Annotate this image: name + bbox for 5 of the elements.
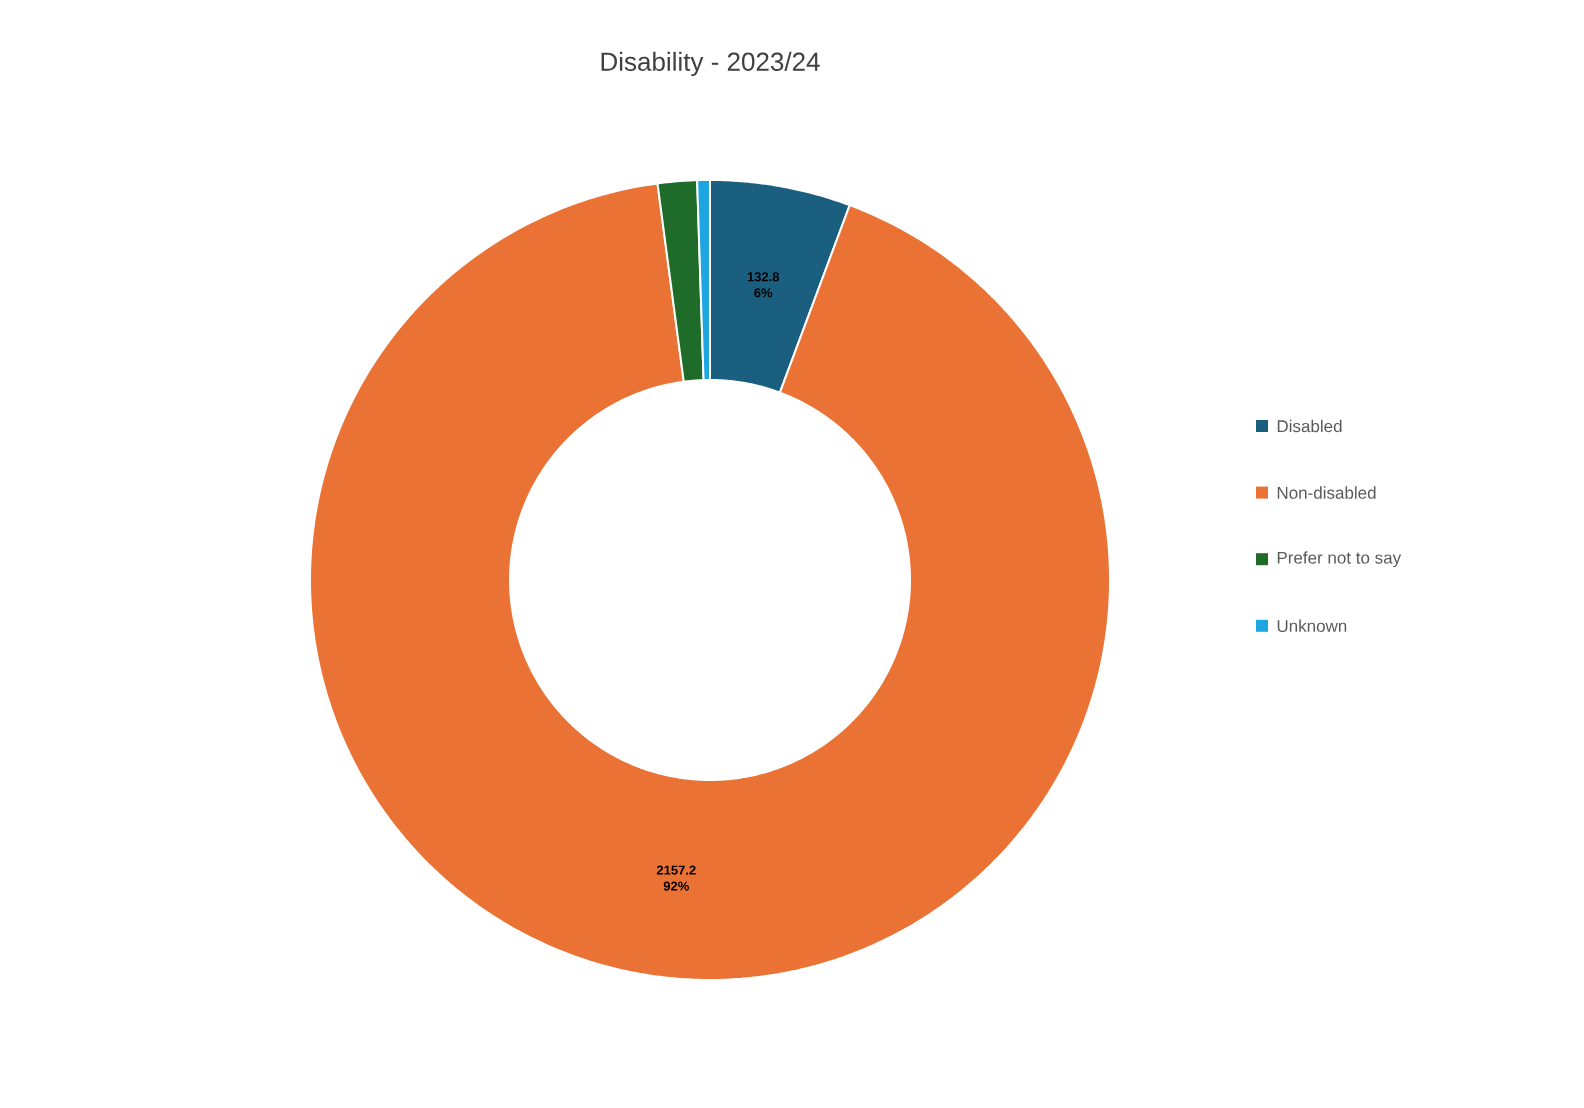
legend-label: Non-disabled [1277,486,1376,499]
legend-label: Prefer not to say [1277,551,1402,568]
chart-title: Disability - 2023/24 [601,51,820,77]
legend-label: Unknown [1277,619,1347,633]
legend-label: Disabled [1277,419,1342,433]
